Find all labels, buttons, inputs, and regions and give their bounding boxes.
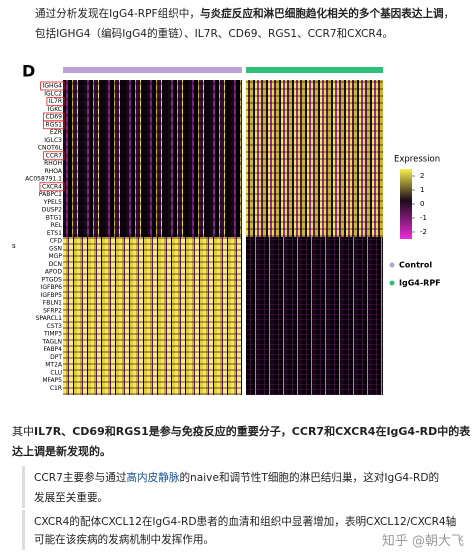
- gene-label: AC058791.1: [25, 176, 62, 183]
- gene-label: ETS1: [47, 230, 62, 237]
- summary-line: 其中IL7R、CD69和RGS1是参与免疫反应的重要分子，CCR7和CXCR4在…: [12, 423, 470, 439]
- highlight-box: [40, 81, 65, 91]
- heatmap-block: [63, 80, 242, 237]
- heatmap-block: [246, 237, 383, 395]
- gene-label: TIMP3: [43, 331, 62, 338]
- tick-label: 2: [420, 172, 424, 180]
- legend-label: Control: [399, 261, 432, 270]
- gene-label: FBLN1: [43, 300, 62, 307]
- gene-label: APOD: [45, 269, 62, 276]
- quote-line: 发展至关重要。: [34, 492, 109, 504]
- gene-label: RGS1: [46, 121, 63, 128]
- gene-label: YPEL5: [43, 199, 62, 206]
- quote-line: CCR7主要参与通过高内皮静脉的naive和调节性T细胞的淋巴结归巢，这对IgG…: [34, 470, 439, 485]
- gene-label: RHOA: [45, 168, 63, 175]
- heatmap-block: [246, 80, 383, 237]
- gene-label: FABP4: [43, 346, 62, 353]
- text: ，: [443, 8, 455, 20]
- intro-line: 通过分析发现在IgG4-RPF组织中，与炎症反应和淋巴细胞趋化相关的多个基因表达…: [35, 6, 454, 21]
- intro-line: 包括IGHG4（编码IgG4的重链）、IL7R、CD69、RGS1、CCR7和C…: [35, 28, 394, 40]
- gene-label: SPARCL1: [36, 315, 63, 322]
- quote-line: CXCR4的配体CXCL12在IgG4-RD患者的血清和组织中显著增加，表明CX…: [34, 516, 457, 528]
- legend-dot: [389, 262, 395, 268]
- legend-title: Expression: [394, 155, 440, 165]
- gene-label: RHOH: [44, 160, 62, 167]
- gene-label: C1R: [50, 385, 62, 392]
- legend-dot: [389, 280, 395, 286]
- text: 的naive和调节性T细胞的淋巴结归巢，这对IgG4-RD的: [179, 472, 440, 484]
- heatmap-block: [63, 237, 242, 395]
- color-bar: [400, 169, 412, 239]
- gene-label: TAGLN: [41, 338, 62, 345]
- panel-label: D: [22, 62, 35, 81]
- gene-label: CST3: [47, 323, 63, 330]
- text: 通过分析发现在IgG4-RPF组织中，: [35, 8, 200, 20]
- group-bar: [246, 67, 383, 73]
- tick-label: -2: [420, 228, 427, 236]
- tick-label: 1: [420, 186, 424, 194]
- highlight-box: [46, 97, 65, 106]
- gene-label: PABPC1: [39, 191, 62, 198]
- gene-label: IGLC2: [44, 90, 62, 97]
- gene-label: CNOT6L: [38, 145, 63, 152]
- gene-label: MFAP5: [42, 377, 62, 384]
- gene-label: CFD: [50, 238, 63, 245]
- gene-label: GSN: [49, 245, 62, 252]
- highlight-box: [43, 151, 65, 161]
- gene-label: CLU: [50, 369, 62, 376]
- gene-label: IGFBP5: [41, 292, 63, 299]
- gene-label: DCN: [49, 261, 62, 268]
- quote-bar: [22, 466, 25, 508]
- gene-label: DUSP2: [42, 207, 62, 214]
- link[interactable]: 高内皮静脉: [126, 472, 180, 484]
- gene-label: SFRP2: [43, 307, 62, 314]
- gene-label: CCR7: [46, 152, 63, 159]
- highlight-box: [43, 120, 65, 130]
- gene-label: DPT: [50, 354, 62, 361]
- side-label: s: [12, 242, 16, 250]
- summary-line: 达上调是新发现的。: [12, 445, 111, 458]
- figure-overlay: D s Expression IGHG4IGLC2IL7RIGKCCD69RGS…: [12, 62, 441, 395]
- bold-text: 与炎症反应和淋巴细胞趋化相关的多个基因表达上调: [200, 8, 444, 20]
- gene-label: IL7R: [49, 98, 62, 105]
- text: CCR7主要参与通过: [34, 472, 127, 484]
- tick-label: 0: [420, 200, 424, 208]
- bold-text: IL7R、CD69和RGS1是参与免疫反应的重要分子，CCR7和CXCR4在Ig…: [34, 425, 471, 438]
- gene-label: MT2A: [45, 362, 63, 369]
- gene-label: IGLC3: [44, 137, 62, 144]
- legend-label: IgG4-RPF: [399, 279, 441, 288]
- quote-line: 可能在该疾病的发病机制中发挥作用。: [34, 534, 215, 546]
- gene-label: IGFBP6: [41, 284, 63, 291]
- highlight-box: [39, 182, 65, 192]
- gene-label: CXCR4: [42, 183, 62, 190]
- gene-label: CD69: [46, 114, 63, 121]
- gene-label: REL: [51, 222, 63, 229]
- quote-bar: [22, 510, 25, 550]
- gene-label: MGP: [49, 253, 63, 260]
- gene-label: BTG1: [46, 214, 62, 221]
- figure: D s Expression IGHG4 IGLC2 IL7R IGKC CD69 RGS…: [0, 52, 474, 404]
- tick-label: -1: [420, 214, 427, 222]
- gene-label: EZR: [50, 129, 62, 136]
- gene-label: PTGDS: [42, 276, 63, 283]
- gene-label: IGKC: [48, 106, 62, 113]
- group-bar: [63, 67, 242, 73]
- text: 其中: [12, 425, 34, 438]
- gene-label: IGHG4: [43, 83, 63, 90]
- watermark: 知乎 @朝大飞: [381, 534, 464, 549]
